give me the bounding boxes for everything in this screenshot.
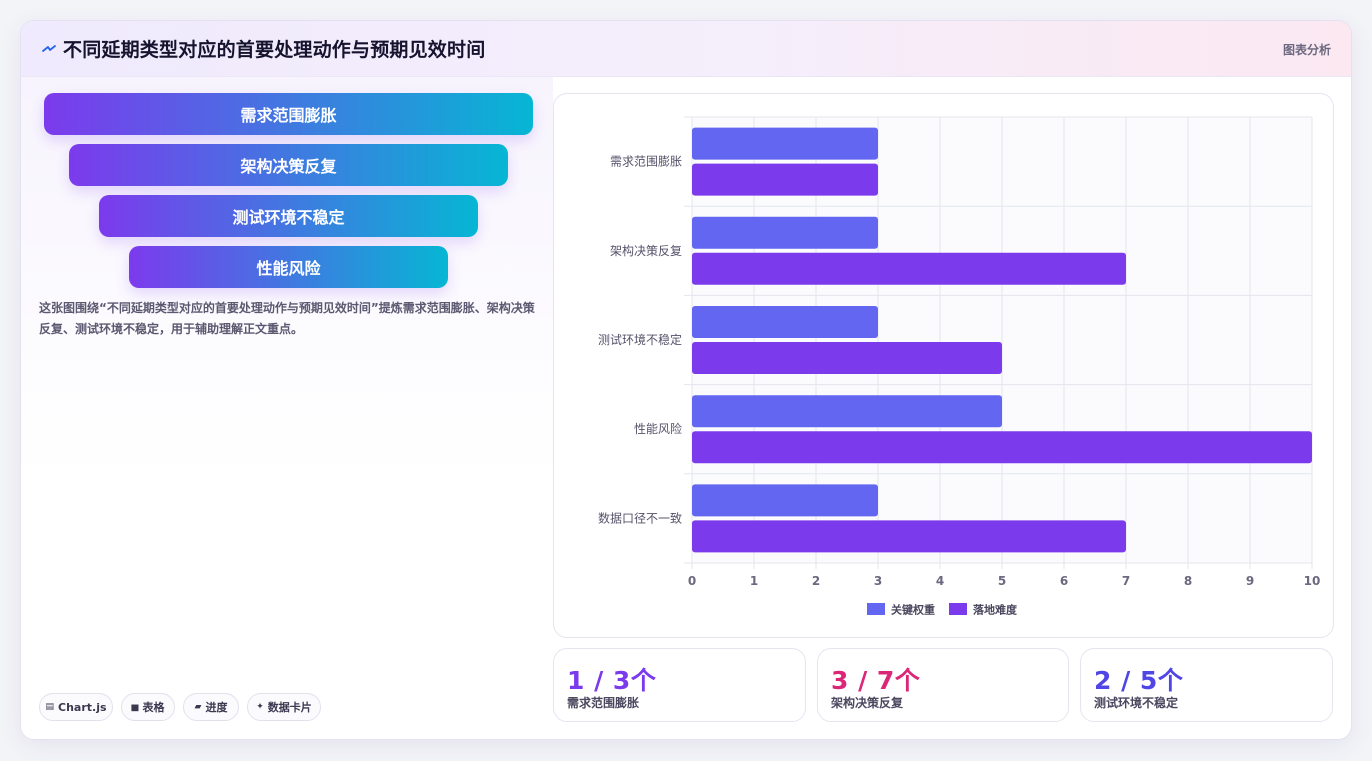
x-tick-label: 4 <box>936 574 944 588</box>
legend-swatch <box>949 603 967 615</box>
progress-icon: ▰ <box>194 702 202 712</box>
bar-difficulty <box>692 520 1126 553</box>
bar-difficulty <box>692 163 878 196</box>
chip-label: Chart.js <box>58 700 107 714</box>
stat-card-3: 2 / 5个 测试环境不稳定 <box>1080 648 1333 722</box>
chart-analysis-tag: 图表分析 <box>1282 43 1331 57</box>
y-tick-label: 架构决策反复 <box>610 243 682 258</box>
sparkle-icon: ✦ <box>256 702 264 712</box>
stat-label: 需求范围膨胀 <box>567 696 640 710</box>
funnel-bar-3: 测试环境不稳定 <box>99 195 478 237</box>
x-tick-label: 2 <box>812 574 820 588</box>
chart-description: 这张图围绕“不同延期类型对应的首要处理动作与预期见效时间”提炼需求范围膨胀、架构… <box>39 301 535 336</box>
funnel-label: 性能风险 <box>256 259 321 278</box>
funnel-label: 测试环境不稳定 <box>232 208 345 227</box>
dashboard-card: 不同延期类型对应的首要处理动作与预期见效时间 图表分析 需求范围膨胀 架构决策反… <box>20 20 1352 740</box>
x-tick-label: 1 <box>750 574 758 588</box>
chip-table[interactable]: ▅ 表格 <box>121 693 175 721</box>
bar-weight <box>692 127 878 160</box>
x-tick-label: 10 <box>1304 574 1321 588</box>
funnel-label: 需求范围膨胀 <box>240 106 337 125</box>
stat-card-2: 3 / 7个 架构决策反复 <box>817 648 1069 722</box>
spark-icon <box>42 45 56 52</box>
chart-panel: 0 1 2 3 4 5 6 7 8 9 10 需求范围膨胀 架构决策反复测试环境不稳定性能风险数据口径不… <box>553 93 1334 638</box>
x-tick-label: 3 <box>874 574 882 588</box>
bar-chart: 0 1 2 3 4 5 6 7 8 9 10 需求范围膨胀架构决策反复测试环境不稳定性能风险数据口径不… <box>598 116 1321 617</box>
bar-weight <box>692 306 878 338</box>
stat-label: 架构决策反复 <box>831 696 904 710</box>
x-tick-label: 9 <box>1246 574 1254 588</box>
funnel-label: 架构决策反复 <box>240 157 337 176</box>
stat-label: 测试环境不稳定 <box>1094 696 1179 710</box>
legend-label: 落地难度 <box>973 603 1018 617</box>
y-tick-label: 数据口径不一致 <box>598 510 682 525</box>
stat-value: 1 / 3个 <box>567 666 657 695</box>
chip-label: 表格 <box>142 701 165 714</box>
chip-chartjs[interactable]: ▤ Chart.js <box>39 693 113 721</box>
header: 不同延期类型对应的首要处理动作与预期见效时间 图表分析 <box>21 21 1351 77</box>
stat-value: 2 / 5个 <box>1094 666 1184 695</box>
x-tick-label: 0 <box>688 574 696 588</box>
chip-progress[interactable]: ▰ 进度 <box>183 693 239 721</box>
page-title: 不同延期类型对应的首要处理动作与预期见效时间 <box>63 39 486 61</box>
bar-weight <box>692 216 878 249</box>
y-tick-label: 需求范围膨胀 <box>610 155 682 169</box>
table-icon: ▅ <box>131 702 139 712</box>
legend-label: 关键权重 <box>891 603 935 617</box>
left-panel: 需求范围膨胀 架构决策反复 测试环境不稳定 性能风险 这张图围绕“不同延期类型对… <box>21 77 553 739</box>
bar-difficulty <box>692 342 1002 374</box>
x-tick-label: 5 <box>998 574 1006 588</box>
funnel-bar-4: 性能风险 <box>129 246 448 288</box>
stat-card-1: 1 / 3个 需求范围膨胀 <box>553 648 806 722</box>
chip-data-card[interactable]: ✦ 数据卡片 <box>247 693 321 721</box>
funnel-bar-1: 需求范围膨胀 <box>44 93 533 135</box>
bar-difficulty <box>692 252 1126 285</box>
x-tick-label: 8 <box>1184 574 1192 588</box>
chip-label: 数据卡片 <box>267 701 312 714</box>
chart-icon: ▤ <box>45 702 54 712</box>
funnel-bar-2: 架构决策反复 <box>69 144 508 186</box>
bar-weight <box>692 484 878 517</box>
x-tick-label: 7 <box>1122 574 1130 588</box>
y-tick-label: 测试环境不稳定 <box>598 332 682 347</box>
bar-difficulty <box>692 431 1312 464</box>
stat-value: 3 / 7个 <box>831 666 921 695</box>
y-tick-label: 性能风险 <box>634 421 682 436</box>
x-tick-label: 6 <box>1060 574 1068 588</box>
bar-weight <box>692 395 1002 428</box>
legend-swatch <box>867 603 885 615</box>
chip-label: 进度 <box>205 701 228 714</box>
